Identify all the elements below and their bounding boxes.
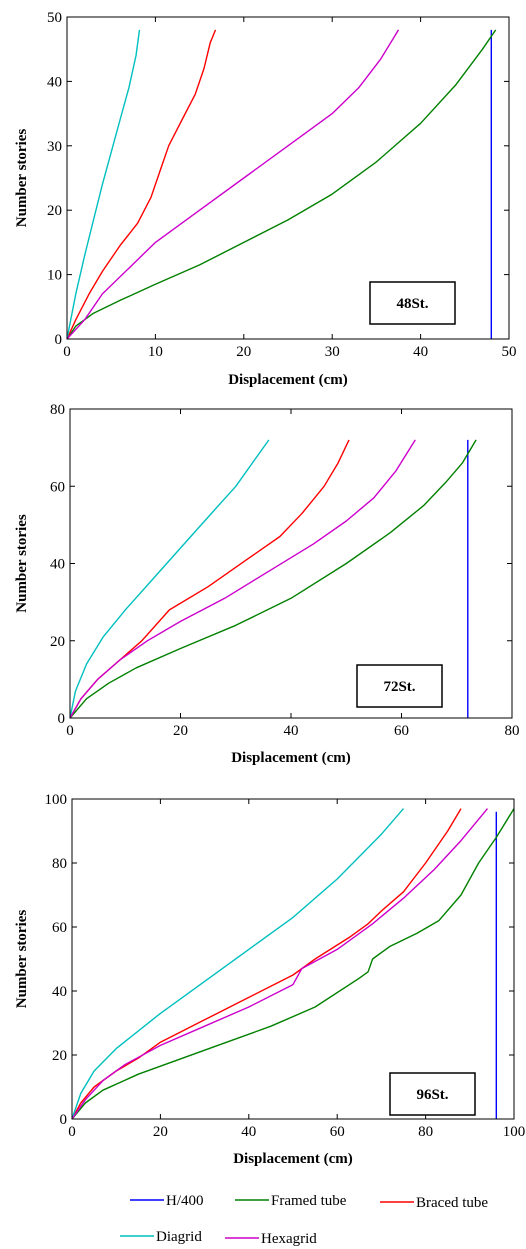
chart-panel-2: 0 20 40 60 80 0 20 40 60 80 Displacement (cm) Numbe…: [14, 402, 520, 766]
x-tick-label: 20: [173, 723, 188, 739]
x-tick-label: 80: [418, 1124, 433, 1140]
x-tick-label: 0: [66, 723, 74, 739]
y-tick-label: 40: [52, 984, 67, 1000]
y-tick-label: 100: [45, 792, 68, 808]
series-line-hexagrid: [71, 808, 489, 1120]
x-tick-label: 80: [505, 723, 520, 739]
legend-item-h-400: H/400: [130, 1193, 204, 1209]
x-tick-label: 40: [413, 344, 428, 360]
x-axis-title: Displacement (cm): [233, 1151, 353, 1167]
plot-frame: [69, 408, 513, 719]
x-axis-title: Displacement (cm): [228, 372, 348, 388]
x-tick-label: 0: [68, 1124, 76, 1140]
series-line-hexagrid: [69, 439, 416, 719]
x-tick-label: 100: [503, 1124, 526, 1140]
legend-item-diagrid: Diagrid: [120, 1229, 202, 1245]
y-tick-label: 60: [50, 479, 65, 495]
x-tick-label: 40: [241, 1124, 256, 1140]
story-count-box: [356, 664, 443, 708]
series-line-framed-tube: [71, 808, 515, 1120]
legend-label: Braced tube: [416, 1195, 488, 1211]
legend-item-hexagrid: Hexagrid: [225, 1231, 317, 1247]
legend: H/400 Framed tube Braced tube Diagrid Hexagr…: [120, 1193, 488, 1247]
legend-item-braced-tube: Braced tube: [380, 1195, 488, 1211]
y-tick-label: 0: [58, 711, 66, 727]
y-tick-label: 80: [50, 402, 65, 418]
y-tick-label: 20: [47, 203, 62, 219]
y-tick-label: 40: [47, 74, 62, 90]
series-line-hexagrid: [66, 29, 400, 340]
story-count-label: 48St.: [396, 296, 428, 312]
x-tick-label: 60: [330, 1124, 345, 1140]
legend-item-framed-tube: Framed tube: [235, 1193, 347, 1209]
y-tick-label: 20: [52, 1048, 67, 1064]
y-tick-label: 0: [55, 332, 63, 348]
story-count-box: [369, 281, 456, 325]
y-tick-label: 0: [60, 1112, 68, 1128]
series-line-braced-tube: [66, 29, 217, 340]
legend-label: Hexagrid: [261, 1231, 317, 1247]
plot-frame: [71, 798, 515, 1120]
x-tick-label: 20: [153, 1124, 168, 1140]
y-tick-label: 30: [47, 139, 62, 155]
x-tick-label: 10: [148, 344, 163, 360]
series-line-diagrid: [71, 808, 405, 1120]
x-axis-title: Displacement (cm): [231, 750, 351, 766]
y-axis-title: Number stories: [14, 910, 30, 1009]
x-tick-label: 40: [284, 723, 299, 739]
series-line-framed-tube: [69, 439, 477, 719]
y-tick-label: 80: [52, 856, 67, 872]
story-count-box: [389, 1072, 476, 1116]
y-tick-label: 40: [50, 557, 65, 573]
y-tick-label: 20: [50, 634, 65, 650]
x-tick-label: 30: [325, 344, 340, 360]
y-tick-label: 60: [52, 920, 67, 936]
plot-frame: [66, 16, 510, 340]
x-tick-label: 50: [502, 344, 517, 360]
legend-label: Diagrid: [156, 1229, 202, 1245]
y-tick-label: 10: [47, 268, 62, 284]
legend-label: Framed tube: [271, 1193, 347, 1209]
x-tick-label: 0: [63, 344, 71, 360]
x-tick-label: 20: [236, 344, 251, 360]
story-count-label: 96St.: [416, 1087, 448, 1103]
legend-label: H/400: [166, 1193, 204, 1209]
chart-panel-3: 0 20 40 60 80 100 0 20 40 60 80 100 Displacement (cm…: [14, 792, 525, 1167]
x-tick-label: 60: [394, 723, 409, 739]
series-line-framed-tube: [66, 29, 497, 340]
series-line-diagrid: [66, 29, 141, 340]
y-axis-title: Number stories: [14, 514, 30, 613]
chart-panel-1: 0 10 20 30 40 50 0 10 20 30 40 50 Displacement (cm) N…: [14, 10, 517, 388]
series-line-braced-tube: [69, 439, 350, 719]
y-tick-label: 50: [47, 10, 62, 26]
series-line-diagrid: [69, 439, 270, 719]
y-axis-title: Number stories: [14, 129, 30, 228]
story-count-label: 72St.: [383, 679, 415, 695]
